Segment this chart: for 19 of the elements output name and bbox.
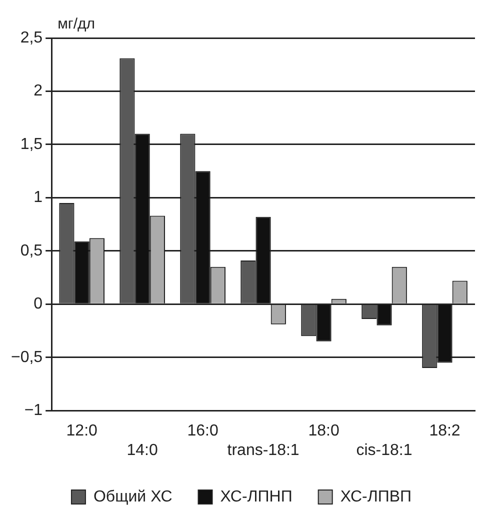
x-tick-label: trans-18:1 [227,442,300,459]
y-tick-label: 2 [34,82,43,100]
x-tick-label: 18:2 [429,422,460,440]
x-tick-label: 16:0 [187,422,218,440]
x-tick-label: 18:0 [308,422,340,440]
y-axis-title: мг/дл [58,16,96,33]
y-tick-label: 2,5 [20,29,43,46]
y-tick-label: 1,5 [20,136,43,153]
y-tick-label: −0,5 [10,348,43,366]
y-tick-label: 0 [34,296,43,313]
y-tick-label: 0,5 [20,242,43,260]
legend-label: ХС-ЛПВП [340,488,412,506]
x-tick-label: cis-18:1 [356,442,412,459]
y-tick-label: −1 [24,402,43,420]
legend-label: Общий ХС [93,488,172,506]
legend-label: ХС-ЛПНП [220,488,292,506]
x-tick-label: 12:0 [66,422,98,440]
y-tick-label: 1 [34,189,43,206]
x-tick-label: 14:0 [126,442,158,459]
